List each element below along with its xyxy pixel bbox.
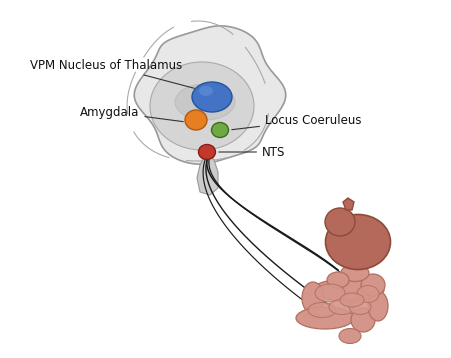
Ellipse shape (295, 307, 353, 329)
Text: Amygdala: Amygdala (80, 106, 183, 122)
Polygon shape (342, 198, 353, 210)
Ellipse shape (340, 265, 368, 281)
Ellipse shape (356, 285, 378, 303)
Ellipse shape (314, 284, 344, 302)
Polygon shape (197, 155, 217, 195)
Ellipse shape (198, 145, 215, 160)
Polygon shape (150, 62, 253, 150)
Ellipse shape (325, 214, 390, 270)
Ellipse shape (360, 274, 384, 296)
Text: Locus Coeruleus: Locus Coeruleus (231, 113, 361, 130)
Ellipse shape (367, 291, 387, 321)
Ellipse shape (326, 272, 348, 288)
Ellipse shape (328, 300, 354, 314)
Ellipse shape (192, 82, 231, 112)
Polygon shape (175, 84, 235, 120)
Ellipse shape (184, 110, 207, 130)
Ellipse shape (339, 293, 363, 307)
Ellipse shape (198, 86, 212, 96)
Ellipse shape (311, 279, 383, 301)
Ellipse shape (301, 282, 323, 314)
Polygon shape (134, 26, 285, 164)
Ellipse shape (211, 122, 228, 137)
Ellipse shape (350, 308, 374, 332)
Ellipse shape (324, 208, 354, 236)
Ellipse shape (348, 300, 370, 314)
Ellipse shape (338, 329, 360, 343)
Text: NTS: NTS (218, 145, 285, 159)
Text: VPM Nucleus of Thalamus: VPM Nucleus of Thalamus (30, 58, 194, 88)
Ellipse shape (307, 303, 335, 318)
